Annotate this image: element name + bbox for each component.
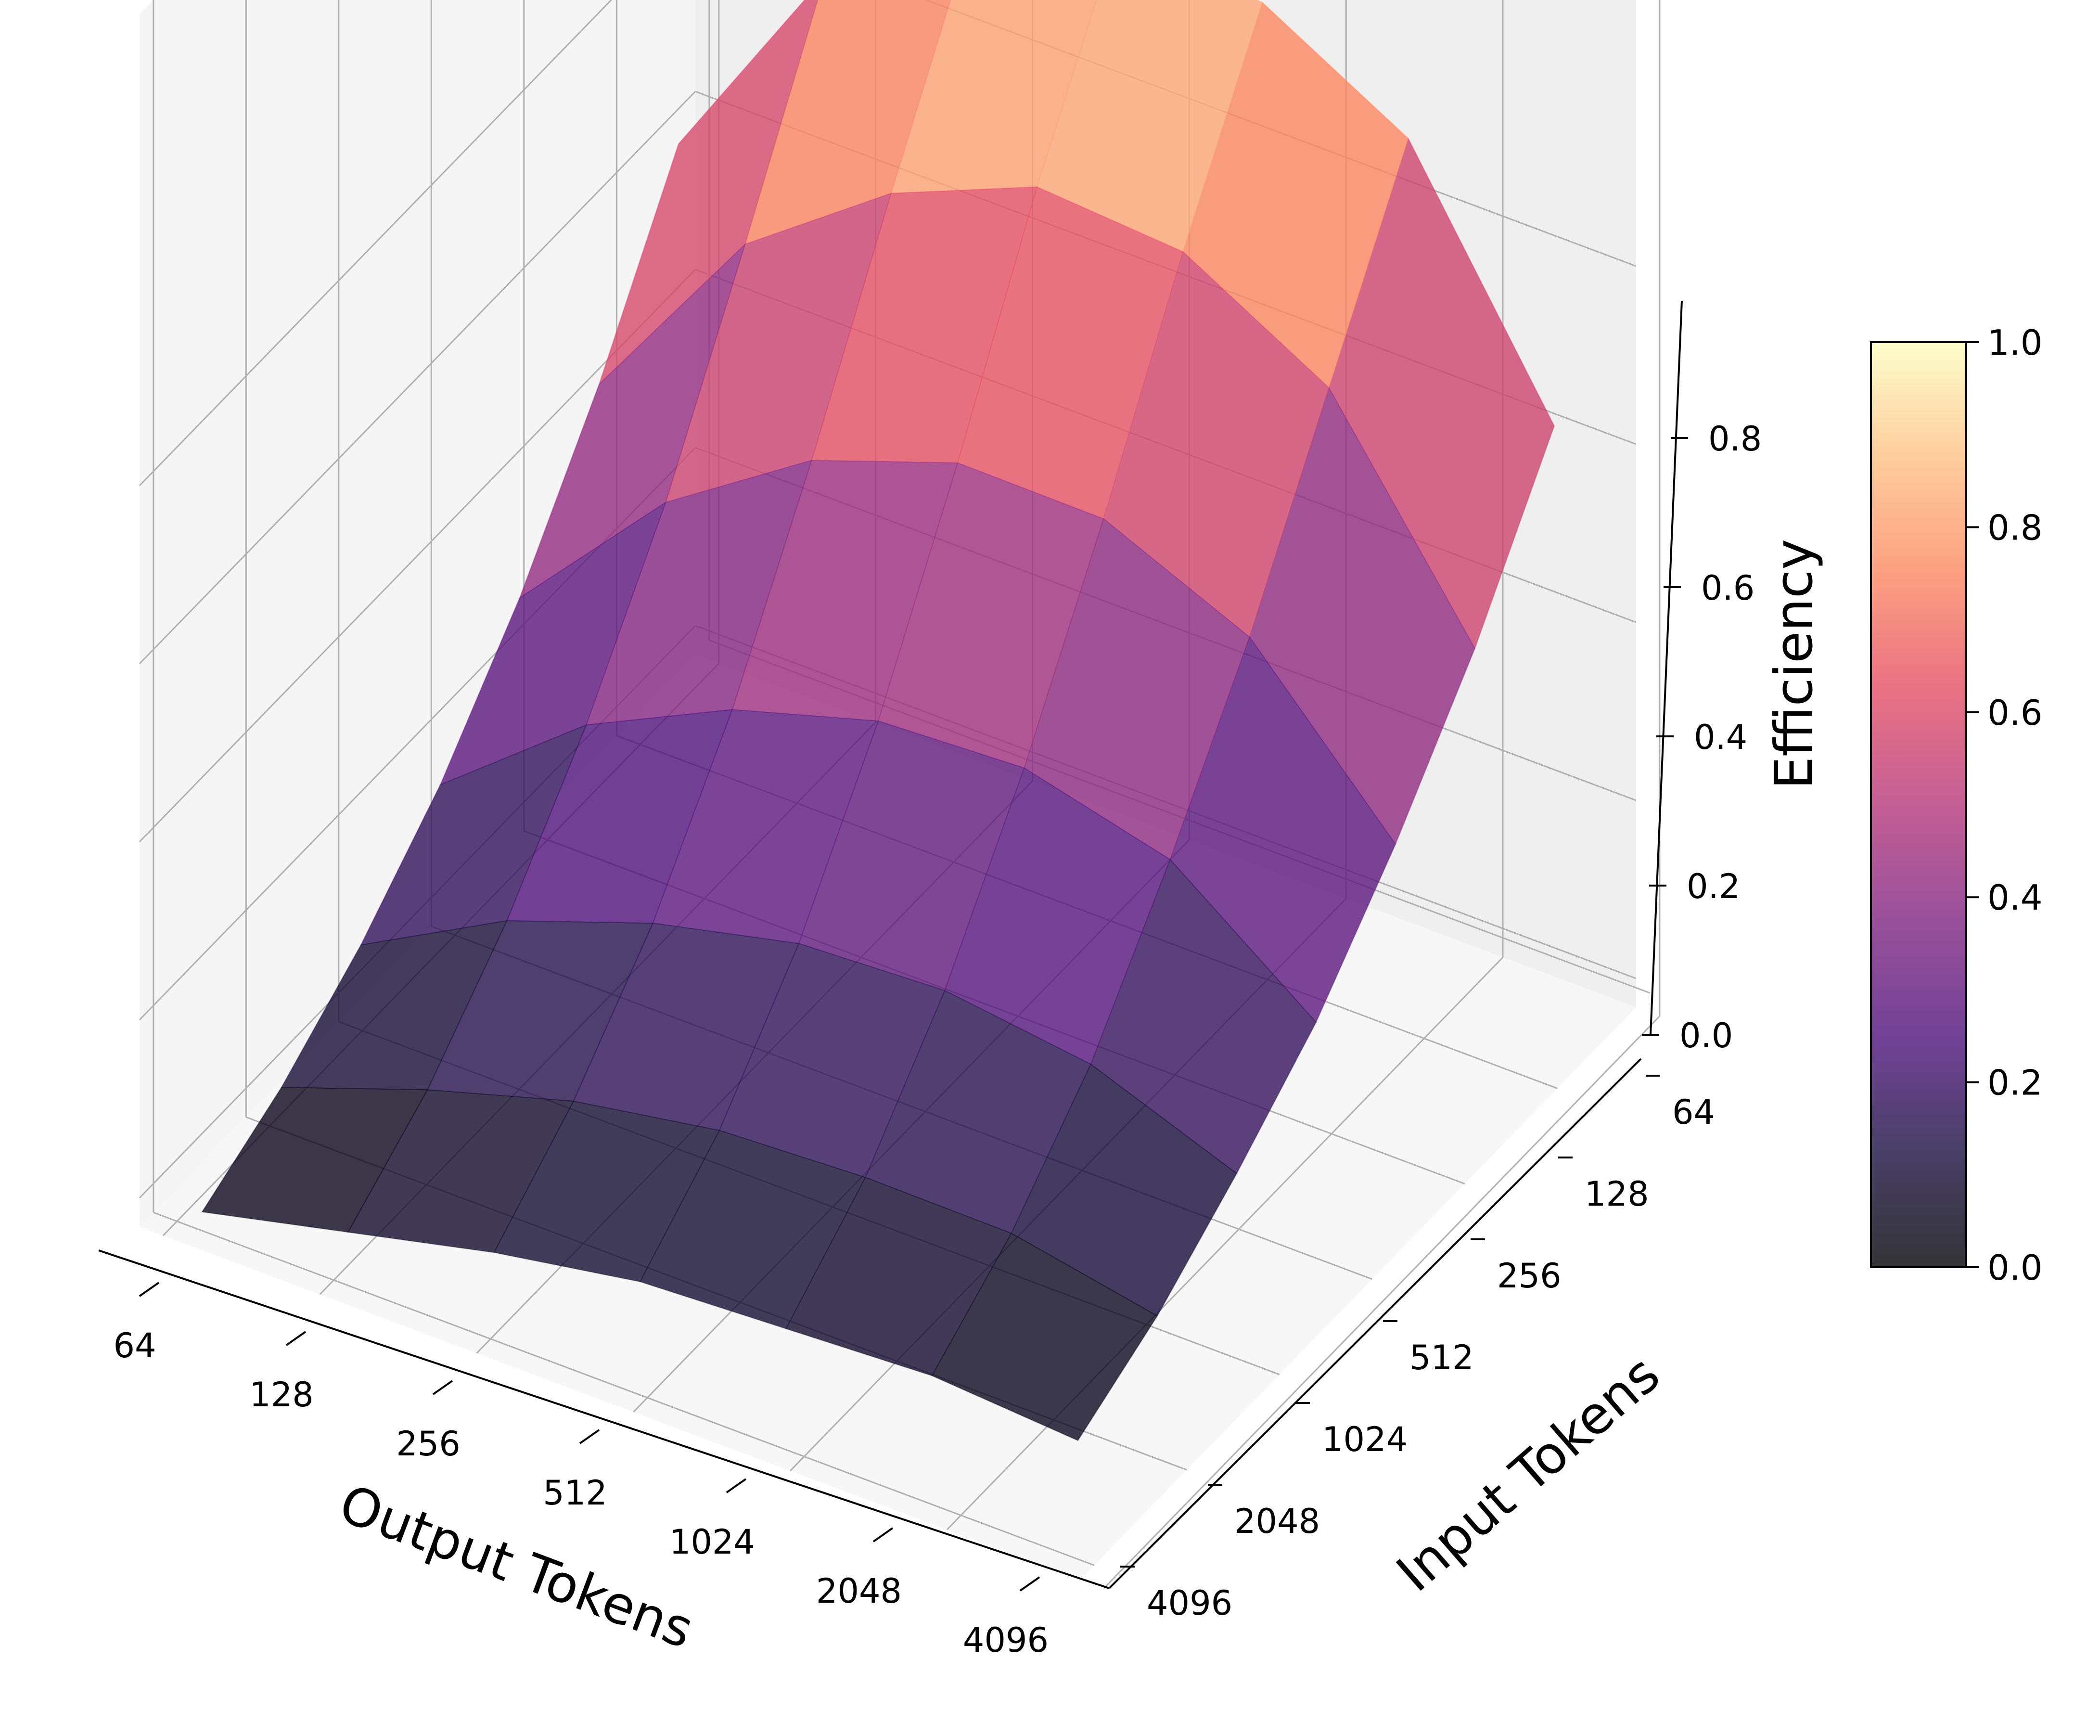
x-tick: [579, 1429, 600, 1444]
left-grid-z: [139, 269, 696, 843]
x-tick-label: 256: [396, 1424, 461, 1464]
x-axis-line: [98, 1249, 1110, 1589]
z-tick-label: 0.6: [1701, 568, 1754, 608]
z-tick-label: 0.8: [1708, 419, 1762, 459]
y-tick-label: 1024: [1322, 1420, 1408, 1459]
floor-grid-x: [946, 957, 1504, 1530]
x-tick-label: 2048: [816, 1571, 902, 1611]
x-tick-label: 4096: [963, 1620, 1049, 1660]
colorbar-tick-label: 0.4: [1987, 877, 2043, 918]
left-pane: [140, 0, 695, 1227]
colorbar: 0.0 0.2 0.4 0.6 0.8 1.0: [1870, 322, 2043, 1288]
x-tick: [726, 1478, 747, 1493]
y-tick-label: 2048: [1234, 1502, 1320, 1541]
efficiency-surface: [201, 0, 1555, 1441]
colorbar-tick-label: 0.8: [1987, 507, 2043, 548]
z-axis-line: [1650, 300, 1683, 1035]
x-tick-label: 512: [543, 1473, 607, 1513]
colorbar-gradient: [1870, 341, 1967, 1268]
y-axis-title: Input Tokens: [1385, 1344, 1671, 1604]
y-tick-label: 512: [1409, 1338, 1474, 1377]
left-grid-z: [139, 0, 613, 487]
colorbar-tick-label: 1.0: [1987, 322, 2043, 363]
floor-grid-x: [1103, 1016, 1660, 1589]
y-axis-line: [1108, 1058, 1642, 1589]
y-tick-label: 64: [1672, 1093, 1715, 1132]
surface-patch: [201, 1087, 429, 1233]
y-tick-label: 128: [1585, 1174, 1649, 1214]
x-tick-label: 1024: [669, 1522, 755, 1562]
y-tick-label: 4096: [1147, 1583, 1232, 1623]
x-tick: [139, 1282, 160, 1297]
axes: 64 128 256 512 1024 2048 4096 64 128 256 512 1024 20…: [98, 300, 1762, 1660]
x-tick-label: 128: [249, 1375, 314, 1415]
colorbar-tick-label: 0.2: [1987, 1063, 2043, 1103]
colorbar-tick-label: 0.6: [1987, 693, 2043, 733]
z-axis-title: Efficiency: [1764, 539, 1824, 789]
x-tick: [872, 1527, 894, 1543]
surface-patch: [347, 1089, 575, 1253]
colorbar-tick-label: 0.0: [1987, 1247, 2043, 1288]
z-tick-label: 0.2: [1687, 867, 1740, 906]
x-tick: [1019, 1576, 1040, 1592]
x-tick: [285, 1331, 307, 1346]
x-tick-label: 64: [113, 1326, 156, 1365]
z-tick-label: 0.0: [1679, 1016, 1733, 1055]
y-tick-label: 256: [1497, 1256, 1562, 1296]
x-tick: [432, 1380, 453, 1395]
floor-grid-y: [153, 1211, 1095, 1566]
x-axis-title: Output Tokens: [332, 1474, 701, 1660]
z-tick-label: 0.4: [1694, 718, 1747, 757]
left-grid-z: [139, 90, 696, 665]
